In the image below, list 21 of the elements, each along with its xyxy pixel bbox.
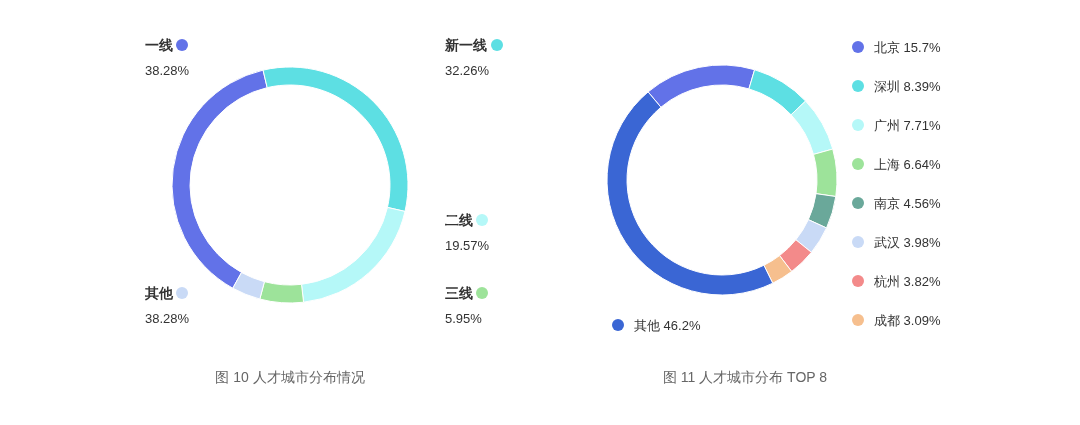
legend-label: 深圳 8.39% xyxy=(874,79,941,94)
caption: 图 10 人才城市分布情况 xyxy=(215,369,365,385)
legend-label: 上海 6.64% xyxy=(874,157,941,172)
legend-label: 一线 xyxy=(145,37,173,53)
data-label: 5.95% xyxy=(445,311,483,326)
legend-label: 新一线 xyxy=(444,37,487,53)
caption: 图 11 人才城市分布 TOP 8 xyxy=(662,369,828,385)
legend-label: 二线 xyxy=(445,212,473,228)
legend-label: 武汉 3.98% xyxy=(874,235,941,250)
legend-label: 杭州 3.82% xyxy=(873,274,941,289)
legend-label: 广州 7.71% xyxy=(874,118,941,133)
data-label: 38.28% xyxy=(145,63,190,78)
text: 38.28% xyxy=(145,311,190,326)
legend-label: 南京 4.56% xyxy=(874,196,941,211)
legend-label: 北京 15.7% xyxy=(874,40,941,55)
data-label: 32.26% xyxy=(445,63,490,78)
legend-label: 其他 xyxy=(144,285,174,301)
legend-label: 三线 xyxy=(445,285,473,301)
legend-label: 其他 46.2% xyxy=(634,318,701,333)
data-label: 19.57% xyxy=(445,238,490,253)
legend-label: 成都 3.09% xyxy=(874,313,941,328)
